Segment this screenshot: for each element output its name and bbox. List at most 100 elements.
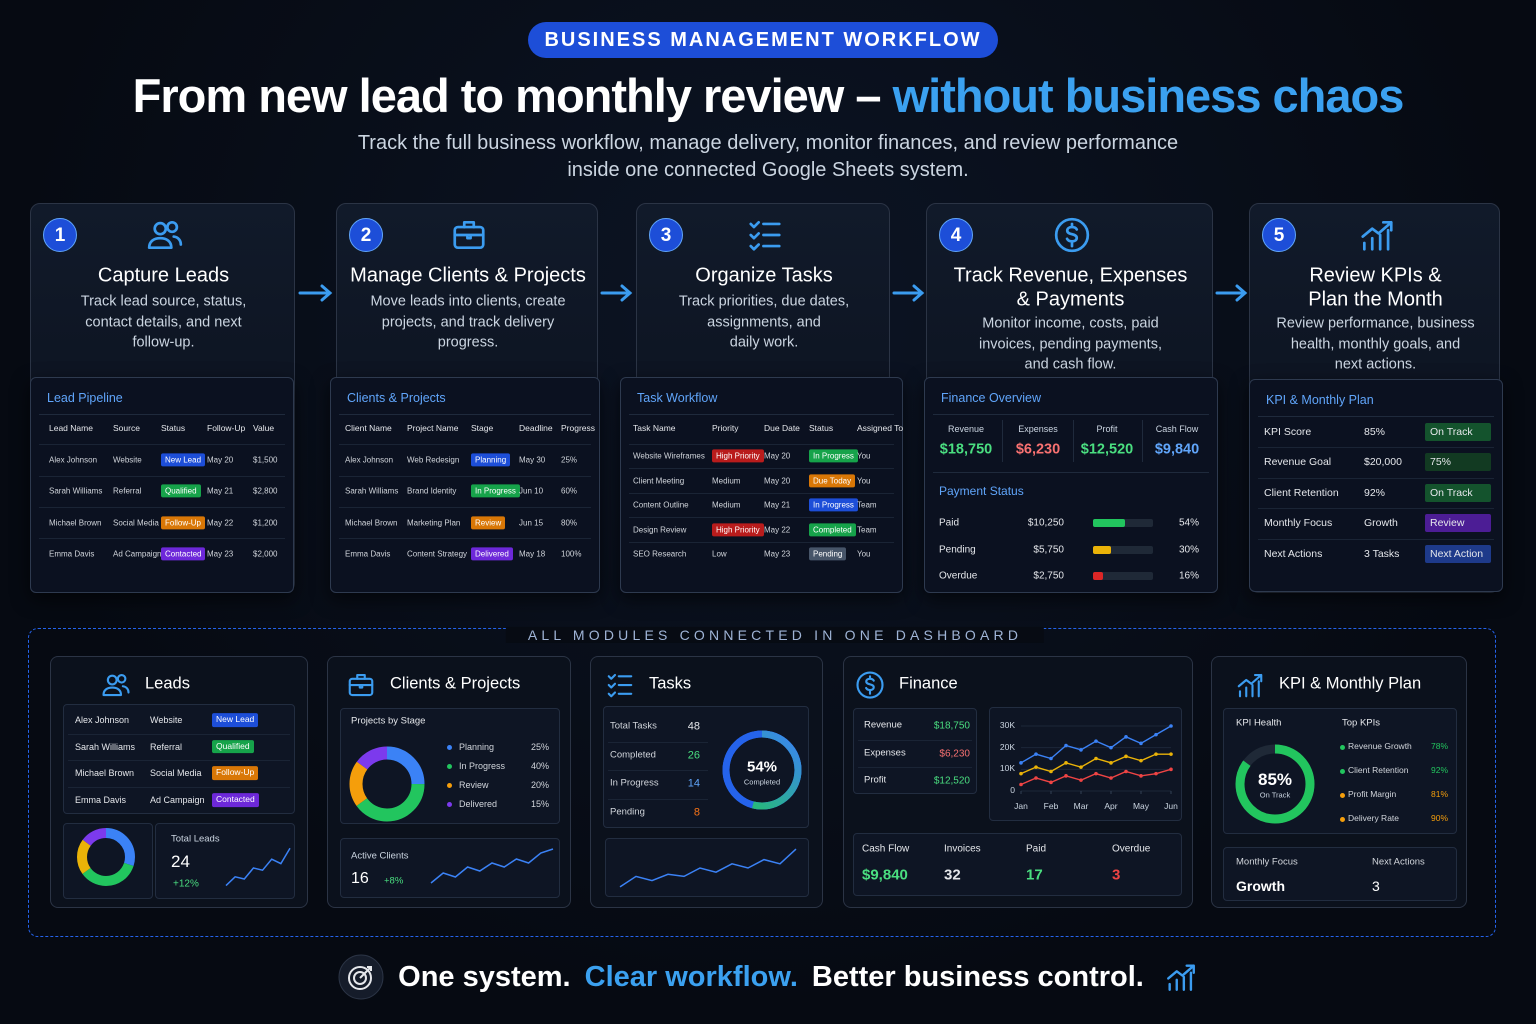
- table-cell: Sarah Williams: [75, 741, 136, 752]
- module-title: Tasks: [649, 674, 692, 693]
- metric-label: Profit: [1096, 423, 1118, 434]
- completion-donut: [722, 730, 802, 810]
- series-point: [1019, 761, 1023, 765]
- badge: BUSINESS MANAGEMENT WORKFLOW: [528, 22, 998, 58]
- stat-label: Cash Flow: [862, 843, 910, 855]
- donut-segment: [722, 730, 802, 810]
- donut-caption: On Track: [1259, 790, 1291, 800]
- summary-box: Revenue $18,750 Expenses $6,230 Profit $12,52…: [853, 708, 977, 794]
- step-description: Review performance, business: [1276, 315, 1475, 332]
- legend-dot: [447, 801, 452, 807]
- dashboard-label: ALL MODULES CONNECTED IN ONE DASHBOARD: [505, 626, 1045, 644]
- column-header: Deadline: [519, 423, 553, 434]
- table-cell: 100%: [561, 549, 582, 559]
- table-cell: Design Review: [633, 524, 687, 534]
- divider: [933, 414, 1209, 415]
- summary-label: Revenue: [864, 719, 903, 731]
- icon: [102, 673, 130, 697]
- summary-label: Profit: [864, 774, 887, 786]
- table-cell: Content Strategy: [407, 549, 468, 559]
- bar-track: [1093, 572, 1153, 580]
- column-header: Status: [809, 423, 834, 434]
- kpi-value: 81%: [1430, 789, 1448, 800]
- stat-label: Invoices: [944, 843, 981, 855]
- sparkline-path: [619, 848, 797, 888]
- table-cell: 3 Tasks: [1364, 547, 1400, 560]
- lead-list: Alex Johnson Website New Lead Sarah William…: [63, 704, 295, 814]
- table-cell: 25%: [561, 455, 578, 465]
- arrow: [1215, 284, 1248, 302]
- step-title: Manage Clients & Projects: [350, 264, 586, 287]
- step-title: Capture Leads: [97, 264, 230, 287]
- series-point: [1064, 774, 1068, 778]
- row-divider: [1258, 447, 1494, 449]
- status-badge: Completed: [809, 522, 856, 537]
- x-tick-label: Jun: [1164, 801, 1178, 812]
- total-box: Total Leads 24 +12%: [155, 823, 295, 899]
- panel-title: Clients & Projects: [347, 390, 446, 405]
- series-point: [1139, 758, 1143, 763]
- divider: [629, 414, 894, 415]
- legend-label: Planning: [459, 741, 495, 752]
- payment-amount: $5,750: [1033, 543, 1064, 555]
- subtitle-line: inside one connected Google Sheets syste…: [567, 159, 969, 181]
- stat-value: 3: [1112, 866, 1121, 884]
- status-badge: High Priority: [712, 522, 764, 537]
- table-cell: Next Actions: [1264, 547, 1323, 560]
- status-badge: Review: [1425, 514, 1491, 533]
- row-divider: [1258, 538, 1494, 540]
- step-number: 5: [1262, 218, 1296, 252]
- stat-value: 3: [1372, 877, 1380, 894]
- x-tick-label: Feb: [1043, 801, 1059, 812]
- row-divider: [39, 538, 285, 540]
- status-badge: Pending: [809, 547, 847, 561]
- table-cell: Emma Davis: [345, 549, 391, 559]
- x-tick-label: Jan: [1014, 801, 1028, 812]
- module-title: KPI & Monthly Plan: [1279, 674, 1422, 693]
- sparkline: [619, 848, 797, 888]
- table-cell: Web Redesign: [407, 455, 460, 465]
- icon: [1166, 964, 1195, 991]
- table-cell: Marketing Plan: [407, 518, 461, 527]
- table-cell: Jun 15: [519, 518, 544, 527]
- table-cell: May 23: [764, 549, 791, 559]
- legend-dot: [1340, 768, 1345, 774]
- status-badge: Contacted: [212, 793, 259, 807]
- row-divider: [858, 767, 972, 768]
- series-point: [1169, 724, 1173, 728]
- table-cell: Social Media: [150, 768, 202, 779]
- table-cell: Referral: [113, 486, 142, 496]
- stat-label: Total Tasks: [610, 720, 657, 732]
- step-description: Move leads into clients, create: [370, 293, 566, 310]
- y-tick-label: 20K: [999, 741, 1015, 752]
- stat-label: Active Clients: [351, 850, 409, 862]
- series-point: [1064, 743, 1068, 748]
- donut-value: 85%: [1257, 770, 1293, 790]
- series-point: [1124, 735, 1128, 739]
- footer-text: One system.: [398, 960, 571, 993]
- share-label: 54%: [1178, 517, 1199, 529]
- table-cell: Monthly Focus: [1264, 517, 1333, 530]
- row-divider: [1258, 508, 1494, 510]
- table-cell: Sarah Williams: [49, 486, 103, 496]
- footer-text: Better business control.: [811, 960, 1144, 993]
- panel-title: Lead Pipeline: [47, 390, 123, 405]
- metric-label: Revenue: [947, 423, 985, 434]
- x-tick-label: Mar: [1073, 801, 1089, 812]
- kpi-name: Revenue Growth: [1348, 741, 1412, 752]
- step-description: projects, and track delivery: [381, 314, 555, 331]
- table-cell: Michael Brown: [345, 518, 398, 527]
- module-card: Finance Revenue $18,750 Expenses $6,230 Profi…: [843, 656, 1193, 908]
- legend-dot: [1340, 816, 1345, 822]
- table-cell: May 20: [764, 451, 791, 461]
- stat-label: Total Leads: [171, 833, 220, 845]
- legend-dot: [1340, 744, 1345, 750]
- step-description: health, monthly goals, and: [1290, 336, 1461, 353]
- row-divider: [39, 475, 285, 477]
- status-badge: Planning: [471, 453, 511, 467]
- stat-value: Growth: [1236, 877, 1285, 894]
- series-point: [1094, 739, 1098, 743]
- arrow: [298, 284, 333, 302]
- table-cell: Referral: [150, 741, 183, 752]
- row-divider: [608, 741, 708, 743]
